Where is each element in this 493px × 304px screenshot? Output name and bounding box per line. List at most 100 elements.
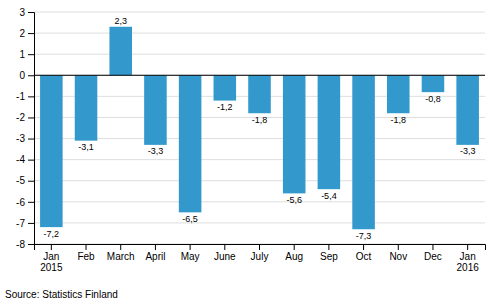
x-tick-mark bbox=[224, 244, 225, 250]
x-tick-label: Jan2016 bbox=[457, 251, 480, 273]
zero-line bbox=[34, 75, 485, 76]
x-tick-label: Jan2015 bbox=[40, 251, 63, 273]
x-tick: July bbox=[251, 244, 269, 262]
y-tick: -4 bbox=[16, 154, 34, 165]
data-label: -1,8 bbox=[252, 115, 268, 125]
grid-line bbox=[34, 180, 485, 181]
x-tick-label: March bbox=[107, 251, 135, 262]
y-tick-label: -3 bbox=[16, 133, 25, 144]
y-tick-mark bbox=[28, 12, 34, 13]
x-tick-label: Feb bbox=[77, 251, 95, 262]
grid-line bbox=[34, 75, 485, 76]
y-tick-label: 0 bbox=[19, 70, 25, 81]
y-tick-mark bbox=[28, 244, 34, 245]
bar bbox=[144, 75, 167, 145]
x-tick-label: Aug bbox=[285, 251, 303, 262]
x-tick: May bbox=[181, 244, 200, 262]
y-tick: -6 bbox=[16, 197, 34, 208]
y-axis-line bbox=[28, 13, 35, 245]
x-tick: Feb bbox=[77, 244, 95, 262]
x-tick: June bbox=[214, 244, 236, 262]
y-tick: -2 bbox=[16, 112, 34, 123]
y-tick-label: -8 bbox=[16, 239, 25, 250]
source-text: Source: Statistics Finland bbox=[5, 289, 118, 300]
x-tick-label-line: Sep bbox=[320, 251, 338, 262]
y-tick-label: 3 bbox=[19, 7, 25, 18]
y-tick: -1 bbox=[16, 91, 34, 102]
x-tick-label-line: Aug bbox=[285, 251, 303, 262]
y-tick-label: -6 bbox=[16, 197, 25, 208]
bar bbox=[248, 75, 271, 113]
y-tick: 3 bbox=[19, 7, 34, 18]
x-tick-mark bbox=[51, 244, 52, 250]
y-tick-label: -1 bbox=[16, 91, 25, 102]
chart-container: -8-7-6-5-4-3-2-10123Jan2015FebMarchApril… bbox=[0, 0, 493, 304]
x-tick: March bbox=[107, 244, 135, 262]
grid-line bbox=[34, 12, 485, 13]
bar bbox=[387, 75, 410, 113]
x-tick-label-line: 2016 bbox=[457, 262, 480, 273]
y-tick-mark bbox=[28, 181, 34, 182]
x-tick-label-line: Jan bbox=[460, 251, 476, 262]
grid-line bbox=[34, 159, 485, 160]
grid-line bbox=[34, 201, 485, 202]
x-tick: Sep bbox=[320, 244, 338, 262]
x-tick: Dec bbox=[424, 244, 442, 262]
y-tick: -5 bbox=[16, 175, 34, 186]
x-tick-label: April bbox=[145, 251, 165, 262]
y-tick-mark bbox=[28, 75, 34, 76]
x-tick-label: Nov bbox=[389, 251, 407, 262]
x-tick: Aug bbox=[285, 244, 303, 262]
y-tick: -8 bbox=[16, 239, 34, 250]
y-tick: -7 bbox=[16, 218, 34, 229]
y-tick-label: 1 bbox=[19, 49, 25, 60]
x-tick-label-line: June bbox=[214, 251, 236, 262]
x-tick-label: July bbox=[251, 251, 269, 262]
x-tick: Oct bbox=[356, 244, 372, 262]
x-tick-label-line: Dec bbox=[424, 251, 442, 262]
y-tick-label: -2 bbox=[16, 112, 25, 123]
x-tick-label-line: 2015 bbox=[40, 262, 63, 273]
x-tick-label-line: Feb bbox=[77, 251, 95, 262]
x-tick-mark bbox=[432, 244, 433, 250]
grid-line bbox=[34, 222, 485, 223]
y-tick: -3 bbox=[16, 133, 34, 144]
x-tick-label: May bbox=[181, 251, 200, 262]
data-label: -5,4 bbox=[321, 191, 337, 201]
bar bbox=[179, 75, 202, 212]
y-tick-mark bbox=[28, 139, 34, 140]
bar bbox=[214, 75, 237, 100]
y-tick-mark bbox=[28, 160, 34, 161]
y-tick-label: -4 bbox=[16, 154, 25, 165]
grid-line bbox=[34, 54, 485, 55]
x-tick: Jan2016 bbox=[457, 244, 480, 273]
y-tick-mark bbox=[28, 117, 34, 118]
bar bbox=[318, 75, 341, 189]
y-tick-mark bbox=[28, 202, 34, 203]
x-tick-mark bbox=[467, 244, 468, 250]
x-tick-label: Oct bbox=[356, 251, 372, 262]
bar bbox=[352, 75, 375, 229]
grid-line bbox=[34, 33, 485, 34]
x-tick: April bbox=[145, 244, 165, 262]
x-tick-label-line: April bbox=[145, 251, 165, 262]
bar bbox=[109, 27, 132, 76]
data-label: -7,3 bbox=[356, 231, 372, 241]
x-tick-mark bbox=[328, 244, 329, 250]
plot: -8-7-6-5-4-3-2-10123Jan2015FebMarchApril… bbox=[16, 7, 485, 273]
y-tick: 2 bbox=[19, 28, 34, 39]
y-tick-mark bbox=[28, 223, 34, 224]
data-label: -0,8 bbox=[425, 94, 441, 104]
data-label: -3,1 bbox=[78, 142, 94, 152]
y-axis: -8 -7 -6 -5 -4 -3 -2 -1 0 1 2 3 bbox=[16, 7, 34, 250]
x-tick-mark bbox=[86, 244, 87, 250]
x-tick-label-line: July bbox=[251, 251, 269, 262]
grid-line bbox=[34, 138, 485, 139]
y-tick-label: 2 bbox=[19, 28, 25, 39]
grid bbox=[34, 12, 485, 244]
y-tick-mark bbox=[28, 96, 34, 97]
y-tick-mark bbox=[28, 33, 34, 34]
data-label: -5,6 bbox=[286, 195, 302, 205]
x-tick-mark bbox=[259, 244, 260, 250]
x-tick-label: Dec bbox=[424, 251, 442, 262]
